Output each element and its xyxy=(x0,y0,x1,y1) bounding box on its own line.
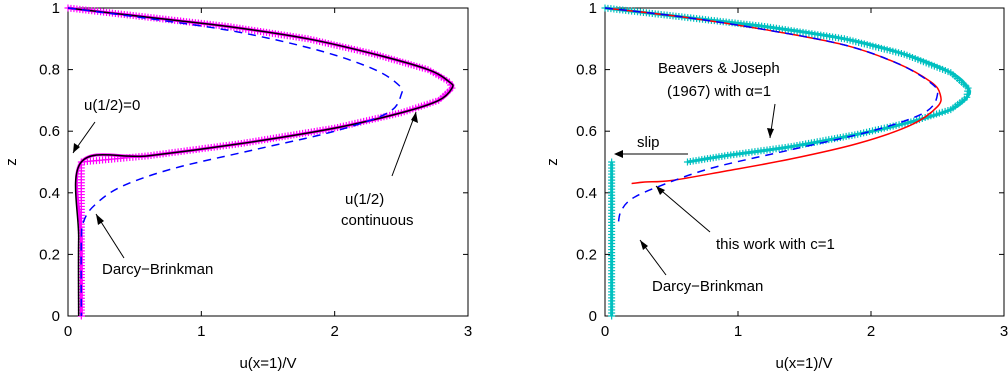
left-y-tick-label: 0.6 xyxy=(39,123,60,140)
annotation-slip: slip xyxy=(637,134,660,151)
left-axis-ticks: 0 1 2 3 0 0.2 0.4 0.6 0.8 1 xyxy=(39,0,472,340)
right-y-tick-label: 1 xyxy=(589,0,597,17)
right-series-3-line xyxy=(604,7,939,224)
annotation-1967-alpha: (1967) with α=1 xyxy=(667,83,771,100)
right-x-tick-label: 0 xyxy=(601,323,609,340)
arrowhead-slip xyxy=(614,150,623,158)
annotation-arrow-continuous xyxy=(391,111,417,177)
right-axis-ticks: 0 1 2 3 0 0.2 0.4 0.6 0.8 1 xyxy=(576,0,1008,340)
right-y-tick-label: 0.6 xyxy=(576,123,597,140)
annotation-darcy-brinkman-right: Darcy−Brinkman xyxy=(652,278,763,295)
left-y-tick-label: 0.2 xyxy=(39,246,60,263)
left-series-1 xyxy=(67,7,454,317)
left-series-group xyxy=(64,4,456,320)
annotation-u-half: u(1/2) xyxy=(345,191,384,208)
annotation-beavers-joseph: Beavers & Joseph xyxy=(658,60,780,77)
left-series-1-line xyxy=(67,7,454,317)
right-y-tick-label: 0.2 xyxy=(576,246,597,263)
arrowhead-u-half-zero xyxy=(73,143,80,153)
arrowhead-darcy-right xyxy=(640,240,648,250)
left-x-tick-label: 2 xyxy=(330,323,338,340)
left-x-tick-label: 1 xyxy=(197,323,205,340)
right-series-0-line xyxy=(604,6,972,164)
arrowhead-this-work xyxy=(656,186,665,195)
right-series-2-line xyxy=(604,7,942,185)
left-y-axis-label: z xyxy=(3,158,20,166)
right-x-tick-label: 2 xyxy=(867,323,875,340)
left-y-tick-label: 0.8 xyxy=(39,62,60,79)
annotation-u-half-zero: u(1/2)=0 xyxy=(84,97,140,114)
annotation-arrow-this-work xyxy=(655,185,711,233)
right-chart-panel: 0 1 2 3 0 0.2 0.4 0.6 0.8 1 u(x=1)/V z Beavers & … xyxy=(544,0,1008,372)
right-x-tick-label: 3 xyxy=(1000,323,1008,340)
left-x-tick-label: 3 xyxy=(464,323,472,340)
left-series-2-line xyxy=(67,7,404,317)
annotation-this-work: this work with c=1 xyxy=(716,236,835,253)
right-x-axis-label: u(x=1)/V xyxy=(775,355,832,372)
right-series-3 xyxy=(604,7,939,224)
left-y-tick-label: 1 xyxy=(52,0,60,17)
arrowhead-beavers xyxy=(767,128,774,138)
left-chart-panel: 0 1 2 3 0 0.2 0.4 0.6 0.8 1 u(x=1)/V z u(1/2)=0 u… xyxy=(3,0,472,372)
left-plot-frame xyxy=(67,7,469,317)
annotation-darcy-brinkman-left: Darcy−Brinkman xyxy=(102,261,213,278)
left-y-tick-label: 0 xyxy=(52,308,60,325)
arrowhead-darcy-left xyxy=(96,214,104,225)
left-x-tick-label: 0 xyxy=(64,323,72,340)
left-y-tick-label: 0.4 xyxy=(39,185,60,202)
right-plot-frame xyxy=(604,7,1005,317)
right-y-tick-label: 0.4 xyxy=(576,185,597,202)
right-y-tick-label: 0.8 xyxy=(576,62,597,79)
right-series-group xyxy=(601,4,972,320)
left-x-axis-label: u(x=1)/V xyxy=(239,355,296,372)
right-series-2 xyxy=(604,7,942,185)
right-series-0 xyxy=(601,4,972,166)
left-series-2 xyxy=(67,7,404,317)
right-x-tick-label: 1 xyxy=(734,323,742,340)
annotation-continuous: continuous xyxy=(341,212,414,229)
right-series-1 xyxy=(608,158,616,320)
right-y-axis-label: z xyxy=(544,158,561,166)
right-y-tick-label: 0 xyxy=(589,308,597,325)
arrowhead-continuous xyxy=(411,112,418,123)
